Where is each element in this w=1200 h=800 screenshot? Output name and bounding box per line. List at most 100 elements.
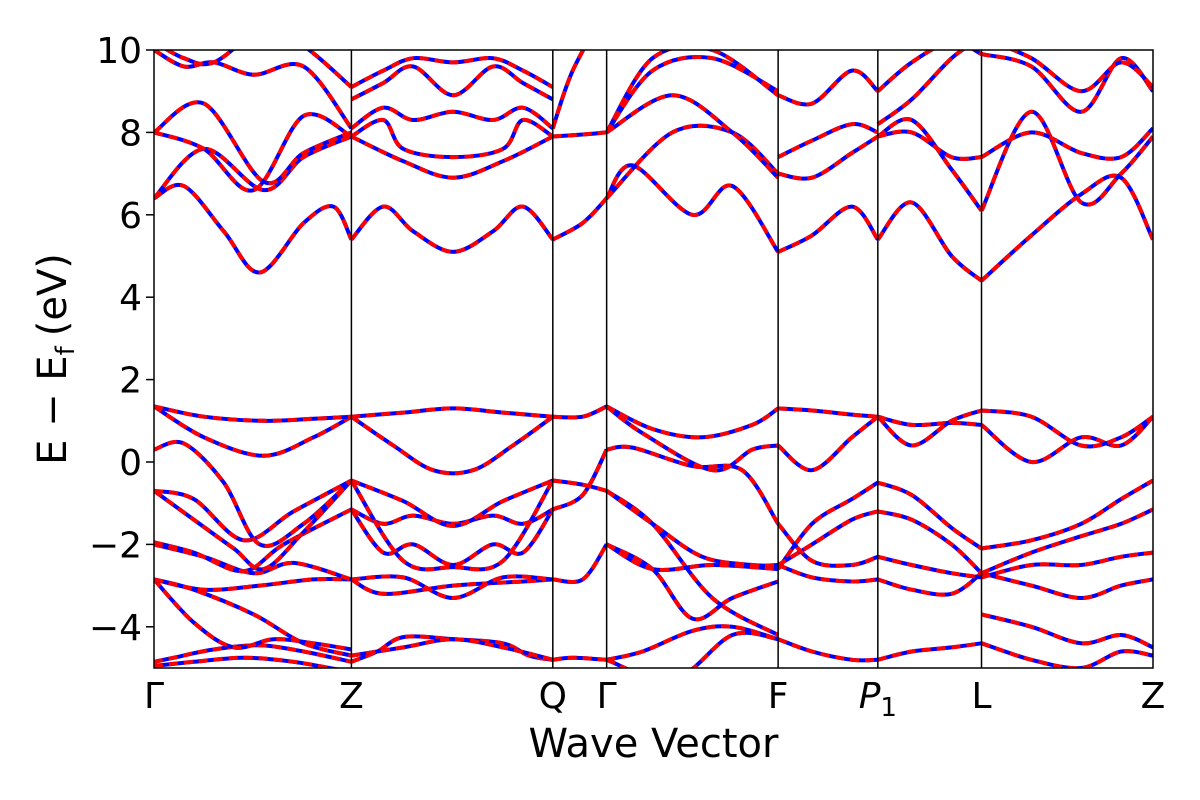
band-line-solid	[552, 543, 609, 584]
kpoint-lines	[350, 50, 983, 668]
band-line-solid	[877, 129, 982, 161]
band-line-dashed	[154, 507, 353, 574]
band-line-solid	[605, 542, 779, 622]
band-line-dashed	[551, 448, 609, 512]
band-line-dashed	[351, 574, 553, 601]
band-line-solid	[776, 522, 879, 568]
y-tick-label: 0	[119, 443, 142, 484]
y-axis-label: E − Ef (eV)	[30, 253, 81, 465]
band-line-solid	[604, 163, 780, 254]
band-line-dashed	[605, 542, 779, 572]
band-line-dashed	[605, 489, 780, 637]
band-line-solid	[605, 630, 779, 668]
band-line-dashed	[979, 109, 1153, 212]
band-line-solid	[777, 406, 878, 419]
band-line-dashed	[980, 173, 1153, 283]
band-line-solid	[350, 415, 554, 476]
band-line-dashed	[350, 478, 554, 528]
band-line-dashed	[552, 543, 609, 584]
band-line-dashed	[154, 100, 353, 186]
y-axis-label-main: E − E	[30, 355, 76, 465]
band-line-solid	[154, 182, 354, 275]
band-line-dashed	[605, 489, 779, 568]
band-line-dashed	[877, 554, 982, 580]
band-line-solid	[981, 612, 1153, 650]
band-line-dashed	[154, 479, 353, 572]
band-line-dashed	[876, 50, 983, 93]
band-line-dashed	[980, 507, 1153, 576]
y-tick-label: −2	[89, 525, 142, 566]
y-tick-label: 4	[119, 278, 142, 319]
band-line-dashed	[154, 478, 353, 543]
band-line-dashed	[876, 200, 983, 283]
y-tick-label: 10	[96, 31, 142, 72]
band-line-dashed	[776, 522, 879, 568]
band-line-dashed	[877, 641, 982, 662]
band-line-dashed	[981, 612, 1153, 650]
band-line-dashed	[350, 56, 554, 89]
x-tick-label: Z	[339, 676, 364, 717]
band-line-solid	[777, 68, 880, 107]
x-tick-label: Q	[539, 676, 567, 717]
band-line-solid	[979, 109, 1153, 212]
band-line-dashed	[604, 163, 780, 254]
band-line-solid	[154, 112, 353, 193]
plot-frame	[153, 49, 1154, 669]
band-line-dashed	[552, 404, 608, 420]
band-line-dashed	[606, 444, 780, 525]
bands-layer	[154, 50, 1153, 668]
band-line-solid	[154, 439, 353, 548]
band-line-dashed	[154, 577, 352, 658]
band-line-dashed	[605, 404, 779, 473]
band-line-dashed	[163, 50, 353, 89]
x-tick-label: P1	[859, 676, 897, 723]
band-line-dashed	[349, 204, 555, 254]
band-line-dashed	[1008, 50, 1153, 94]
band-line-dashed	[551, 196, 609, 242]
band-line-dashed	[550, 50, 586, 129]
band-line-dashed	[980, 641, 1153, 668]
band-line-dashed	[981, 408, 1153, 449]
band-line-dashed	[154, 578, 352, 652]
band-line-dashed	[777, 509, 879, 567]
y-axis-label-unit: (eV)	[30, 253, 76, 336]
band-line-dashed	[980, 126, 1153, 161]
band-line-dashed	[154, 182, 354, 275]
band-line-dashed	[154, 576, 352, 592]
band-line-solid	[550, 50, 586, 129]
band-line-dashed	[154, 50, 354, 130]
band-line-dashed	[606, 624, 779, 662]
band-line-dashed	[605, 404, 780, 440]
band-line-dashed	[877, 509, 983, 575]
x-tick-label: Γ	[144, 676, 164, 717]
band-line-solid	[551, 196, 609, 242]
y-tick-label: 2	[119, 361, 142, 402]
band-line-dashed	[154, 112, 353, 193]
band-line-dashed	[980, 415, 1153, 465]
band-line-dashed	[777, 563, 879, 584]
x-tick-label: F	[768, 676, 789, 717]
band-line-solid	[980, 173, 1153, 283]
band-line-dashed	[351, 637, 554, 662]
band-line-solid	[350, 478, 554, 528]
band-line-solid	[606, 444, 780, 525]
band-line-dashed	[605, 93, 780, 180]
band-line-dashed	[777, 204, 880, 254]
band-line-dashed	[351, 406, 553, 419]
band-line-dashed	[350, 415, 554, 476]
band-line-solid	[777, 134, 879, 181]
band-line-dashed	[776, 415, 880, 473]
band-line-dashed	[350, 577, 553, 596]
band-line-dashed	[350, 134, 554, 180]
band-line-dashed	[605, 123, 780, 200]
band-line-dashed	[604, 50, 780, 134]
band-line-dashed	[552, 130, 607, 139]
band-line-dashed	[777, 637, 878, 663]
band-line-dashed	[877, 480, 983, 551]
x-tick-label: L	[971, 676, 991, 717]
y-tick-label: −4	[89, 608, 142, 649]
band-line-dashed	[350, 117, 554, 160]
x-axis-ticks: Γ Z Q Γ F P1 L Z	[144, 676, 1165, 723]
band-line-dashed	[981, 478, 1153, 551]
